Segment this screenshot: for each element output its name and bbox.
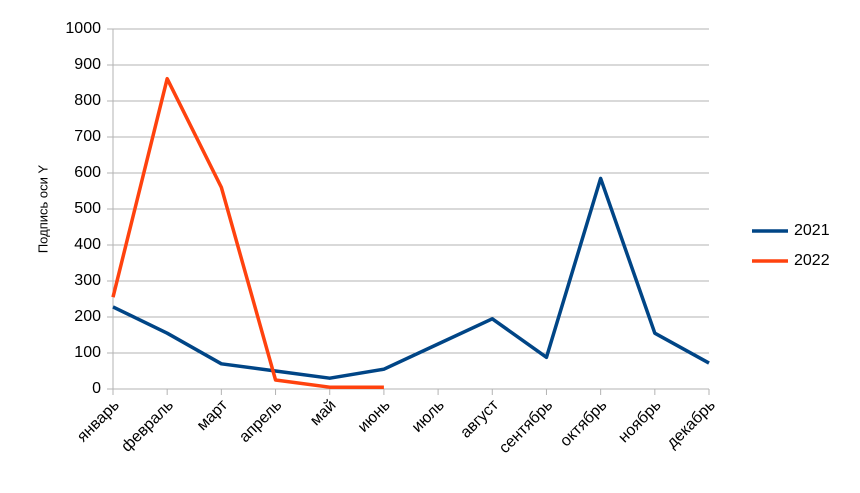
y-tick-label: 100 (74, 344, 101, 361)
legend-label: 2022 (794, 252, 830, 269)
x-tick-label: июнь (355, 397, 394, 436)
x-tick-label: сентябрь (496, 397, 556, 457)
x-tick-label: ноябрь (615, 397, 664, 446)
y-tick-label: 600 (74, 164, 101, 181)
y-tick-label: 400 (74, 236, 101, 253)
x-tick-label: декабрь (664, 397, 719, 452)
y-tick-label: 500 (74, 200, 101, 217)
y-tick-label: 200 (74, 308, 101, 325)
line-series (112, 176, 710, 380)
y-tick-label: 0 (92, 380, 101, 397)
x-tick-label: июль (409, 397, 448, 436)
y-tick-label: 300 (74, 272, 101, 289)
y-tick-label: 800 (74, 92, 101, 109)
x-tick-label: октябрь (557, 397, 610, 450)
x-tick-label: август (457, 396, 502, 441)
y-tick-label: 1000 (65, 20, 101, 37)
x-tick-label: январь (74, 397, 123, 446)
y-tick-label: 700 (74, 128, 101, 145)
y-axis-label: Подпись оси Y (35, 165, 50, 254)
x-tick-label: февраль (118, 397, 177, 456)
x-tick-label: март (194, 396, 232, 434)
x-tick-label: апрель (236, 397, 285, 446)
line-series (111, 76, 384, 389)
y-tick-label: 900 (74, 56, 101, 73)
x-tick-label: май (307, 397, 339, 429)
legend-label: 2021 (794, 222, 830, 239)
